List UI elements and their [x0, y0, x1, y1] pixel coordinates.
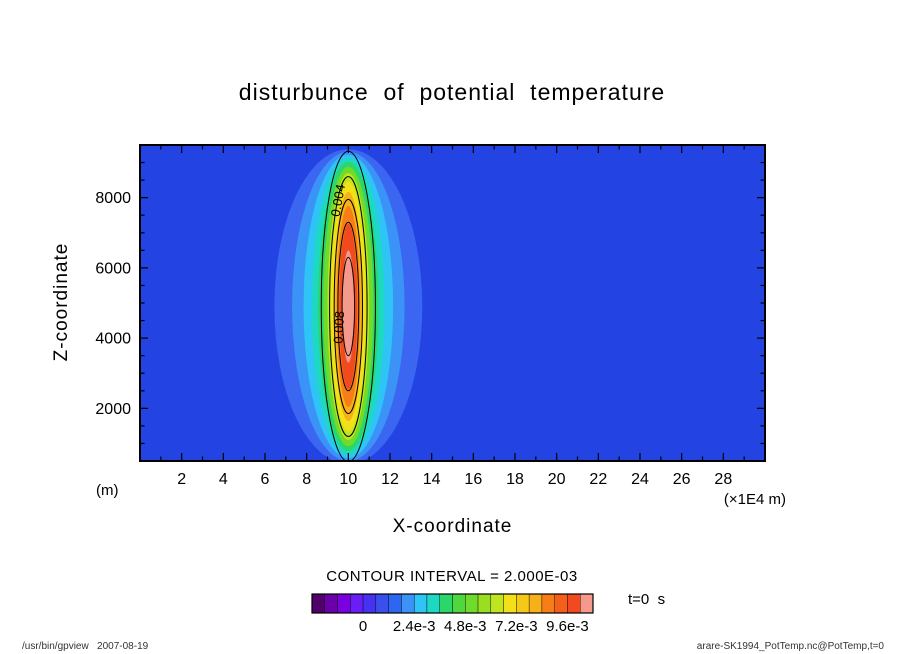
- contour-line: [329, 176, 368, 437]
- x-tick-label: 20: [548, 471, 566, 488]
- x-tick-label: 10: [339, 471, 357, 488]
- contour-label: 0.004: [328, 183, 348, 218]
- colorbar-cell: [567, 593, 581, 614]
- y-tick-label: 4000: [95, 331, 131, 348]
- axis-ticks: [140, 145, 765, 461]
- footer-dataset: arare-SK1994_PotTemp.nc@PotTemp,t=0: [696, 641, 884, 652]
- y-tick-label: 6000: [95, 260, 131, 277]
- x-tick-label: 14: [423, 471, 441, 488]
- x-tick-label: 4: [219, 471, 228, 488]
- colorbar-cell: [452, 593, 466, 614]
- colorbar-cell: [490, 593, 504, 614]
- contour-fill-layers: 0.004 0.008: [140, 145, 765, 461]
- colorbar-cell: [401, 593, 415, 614]
- x-tick-label: 24: [631, 471, 649, 488]
- contour-line: [333, 198, 364, 415]
- y-axis-title: Z-coordinate: [51, 242, 72, 362]
- colorbar-label: 9.6e-3: [546, 618, 589, 635]
- colorbar-cell: [477, 593, 492, 614]
- footer-command: /usr/bin/gpview 2007-08-19: [22, 641, 149, 652]
- contour-label: 0.008: [330, 311, 347, 344]
- x-tick-label: 26: [673, 471, 691, 488]
- x-tick-label: 8: [302, 471, 311, 488]
- colorbar-cell: [324, 593, 338, 614]
- x-tick-label: 2: [177, 471, 186, 488]
- colorbar-frame: [311, 593, 594, 614]
- colorbar-cell: [337, 593, 351, 614]
- chart-title: disturbunce of potential temperature: [238, 79, 666, 105]
- colorbar-cell: [350, 593, 364, 614]
- x-tick-label: 6: [261, 471, 270, 488]
- colorbar-cell: [439, 593, 453, 614]
- colorbar-cell: [362, 593, 377, 614]
- colorbar-cell: [388, 593, 402, 614]
- colorbar-cell: [528, 593, 543, 614]
- colorbar-cell: [375, 593, 389, 614]
- y-axis-unit: (m): [96, 482, 119, 499]
- colorbar-cell: [311, 593, 325, 614]
- fill-level: [342, 250, 355, 363]
- x-tick-label: 12: [381, 471, 399, 488]
- x-tick-label: 28: [714, 471, 732, 488]
- x-tick-label: 22: [589, 471, 607, 488]
- colorbar-cell: [516, 593, 530, 614]
- x-axis-title: X-coordinate: [392, 516, 513, 537]
- contour-line: [337, 221, 360, 392]
- colorbar-cell: [541, 593, 555, 614]
- x-tick-label: 16: [464, 471, 482, 488]
- y-tick-label: 8000: [95, 190, 131, 207]
- colorbar-cell: [503, 593, 517, 614]
- contour-line: [341, 256, 356, 357]
- colorbar-cell: [413, 593, 428, 614]
- colorbar-label: 2.4e-3: [393, 618, 436, 635]
- colorbar-cell: [554, 593, 568, 614]
- contour-interval-label: CONTOUR INTERVAL = 2.000E-03: [326, 568, 578, 585]
- x-tick-label: 18: [506, 471, 524, 488]
- colorbar-label: 0: [359, 618, 367, 635]
- colorbar-label: 4.8e-3: [444, 618, 487, 635]
- x-axis-unit: (×1E4 m): [723, 491, 786, 508]
- colorbar-cell: [465, 593, 479, 614]
- y-tick-label: 2000: [95, 401, 131, 418]
- colorbar-label: 7.2e-3: [495, 618, 538, 635]
- time-label: t=0 s: [628, 591, 666, 608]
- colorbar-cell: [580, 593, 594, 614]
- colorbar-cell: [426, 593, 440, 614]
